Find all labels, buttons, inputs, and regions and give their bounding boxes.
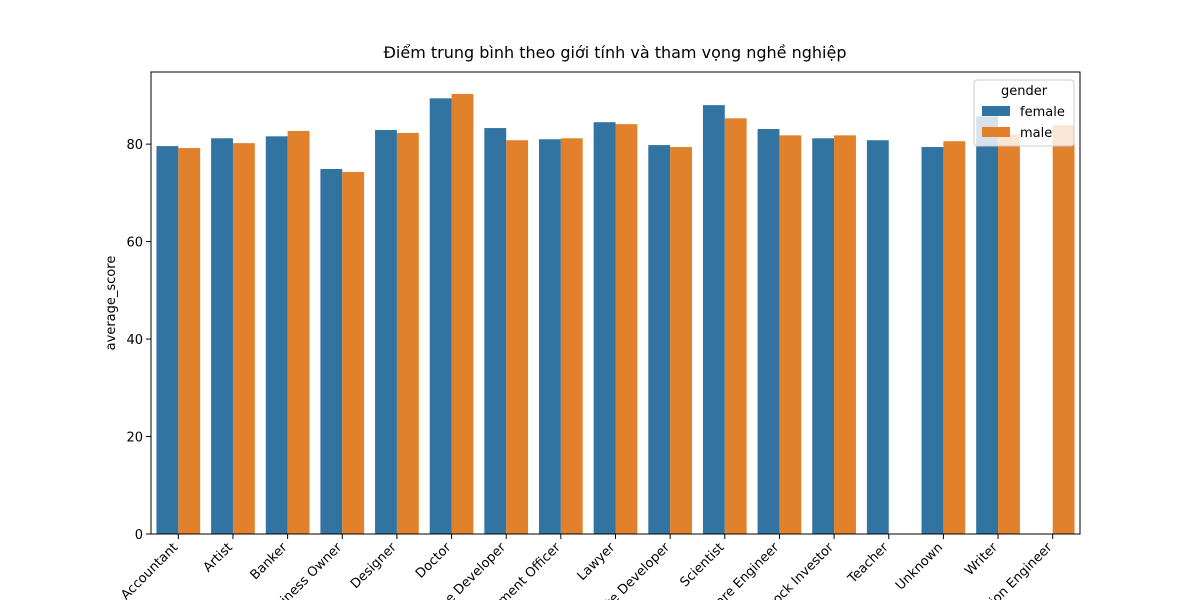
bar (342, 171, 365, 534)
bar (670, 147, 693, 534)
bar (396, 132, 419, 534)
bar (451, 93, 474, 534)
bar (921, 147, 944, 534)
bar (538, 139, 561, 534)
x-tick-label: Lawyer (575, 540, 619, 584)
bar (943, 141, 966, 535)
y-axis-label: average_score (104, 256, 119, 351)
bar (615, 124, 638, 534)
bar (320, 168, 343, 534)
legend-swatch (982, 127, 1010, 137)
bar (375, 129, 397, 535)
bar (506, 140, 529, 534)
bar (211, 138, 233, 534)
x-tick-label: Accountant (118, 540, 181, 600)
bar (702, 105, 725, 534)
bar (593, 122, 616, 535)
legend: gender female male (973, 79, 1075, 147)
bar (998, 134, 1020, 534)
x-tick-label: Doctor (413, 540, 455, 582)
x-tick-label: Banker (248, 540, 291, 583)
x-tick-label: Construction Engineer (943, 540, 1056, 600)
y-tick-label: 0 (135, 528, 143, 543)
y-tick-label: 80 (126, 138, 143, 153)
legend-label: male (1020, 126, 1052, 141)
bar (976, 116, 999, 535)
plot-frame (150, 71, 1081, 535)
bar (724, 118, 747, 534)
bar (757, 129, 780, 534)
bar (265, 136, 288, 535)
x-tick-label: Teacher (845, 540, 892, 587)
bar (484, 128, 507, 534)
y-tick-label: 40 (126, 333, 143, 348)
y-tick-label: 20 (126, 431, 143, 446)
bar (866, 140, 889, 534)
x-tick-label: Designer (348, 540, 400, 592)
x-tick-label: Unknown (893, 540, 946, 593)
bar (812, 138, 835, 534)
x-tick-label: Scientist (678, 540, 728, 590)
bar (429, 98, 452, 534)
bar (779, 135, 802, 534)
x-tick-label: Artist (201, 540, 236, 575)
bar (560, 138, 583, 534)
bar (287, 130, 310, 534)
bar (156, 146, 179, 535)
legend-label: female (1020, 105, 1065, 120)
bar (1052, 125, 1075, 535)
bar (178, 148, 201, 534)
legend-title: gender (1001, 84, 1048, 99)
x-tick-label: Writer (962, 540, 1001, 579)
legend-swatch (982, 106, 1010, 116)
bar (834, 135, 856, 534)
bar (648, 145, 671, 535)
chart-title: Điểm trung bình theo giới tính và tham v… (384, 43, 847, 62)
y-tick-label: 60 (126, 236, 143, 251)
bar (232, 143, 255, 534)
